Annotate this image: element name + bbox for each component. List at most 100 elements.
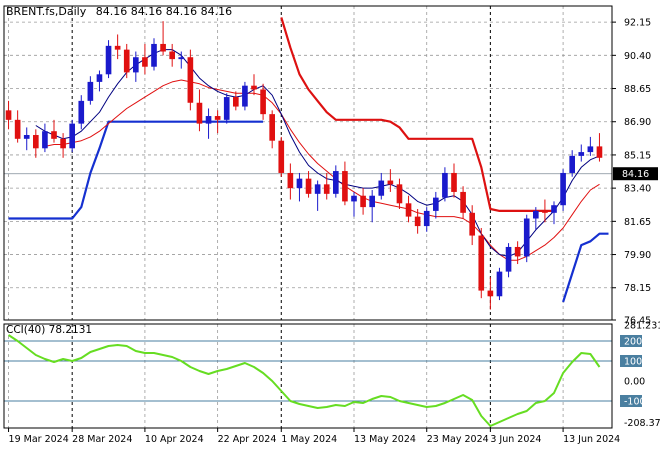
price-tick-label: 76.45 [624,316,651,327]
candle-body [442,172,448,198]
candle-body [160,43,166,52]
candle [160,21,166,56]
candle-body [14,119,21,139]
candle-body [405,203,412,217]
cci-tick-label: 200 [624,337,642,348]
chart-axes: 92.15 90.40 88.65 86.90 85.15 83.40 81.65 79.90… [3,5,660,445]
candle-body [578,152,585,156]
candle-body [360,195,366,208]
candle-body [187,57,194,103]
candle-body [214,116,221,120]
price-panel-series [4,17,612,310]
candle-body [51,131,57,139]
candle-body [433,197,439,211]
current-price-label: 84.16 [622,169,649,180]
candle-body [478,235,485,291]
candle [242,81,248,111]
candle-body [42,131,48,149]
candle-body [242,85,248,107]
cci-level-tag [620,395,642,407]
candle [523,214,530,263]
candle-body [396,184,403,204]
candle [42,123,48,153]
candle [542,199,548,223]
candle [578,144,585,162]
candle [342,161,348,206]
candle [387,169,394,192]
candle [533,207,539,230]
candle [433,191,439,219]
candle [196,89,203,132]
candle-body [114,45,121,50]
candle-body [369,195,375,208]
cci-tick-label: 0.00 [624,377,645,388]
candle [378,172,385,200]
price-tick-label: 85.15 [624,150,651,161]
candle-body [496,271,503,297]
candle-body [78,100,85,124]
candle-body [305,178,312,194]
candle-body [105,45,112,75]
candle [251,74,257,96]
candle [469,205,475,246]
candle [96,70,103,92]
candle-body [505,246,512,272]
candle [305,171,312,198]
candle [560,169,566,211]
candle [260,83,266,120]
candle [23,127,30,151]
candle-body [460,191,466,213]
candle-body [260,89,266,115]
candle [278,136,285,177]
candle-body [233,97,239,107]
candle-body [278,140,285,173]
candle-body [296,178,303,189]
candle-body [205,116,212,124]
candle [460,186,466,219]
candle [187,49,194,111]
cci-level-tag [620,335,642,347]
candle [233,91,239,111]
candle [14,110,21,143]
cci-tick-label: 100 [624,357,642,368]
price-tick-label: 78.15 [624,283,651,294]
candle-body [269,114,275,141]
candle [442,167,448,202]
candle-body [314,184,321,194]
candle-body [469,212,475,236]
candle [314,180,321,211]
price-tick-label: 92.15 [624,18,651,29]
candle [323,172,330,200]
current-price-tag [613,167,658,181]
date-tick-label: 13 Jun 2024 [563,434,620,445]
candle [496,267,503,301]
candle-body [523,218,530,257]
candle [33,129,39,158]
candle-body [223,97,230,120]
candle-body [451,172,457,192]
cci-line [7,334,601,427]
candle-body [487,290,494,297]
date-tick-label: 22 Apr 2024 [218,434,277,445]
cci-indicator-title: CCI(40) 78.2131 [6,324,92,336]
date-tick-label: 28 Mar 2024 [72,434,132,445]
candle [296,172,303,202]
candle [333,165,339,198]
candle [178,51,185,69]
candle [414,209,421,234]
candle [396,178,403,210]
candle [214,110,221,134]
candle-body [96,74,103,82]
date-tick-label: 19 Mar 2024 [9,434,69,445]
candle [223,93,230,124]
candle-body [178,57,185,60]
candle-body [287,172,294,189]
candle [87,76,94,105]
candle-body [23,135,30,139]
candle [505,243,512,278]
date-tick-label: 10 Apr 2024 [145,434,204,445]
candle [69,119,75,153]
trailing-stop-red [280,17,554,212]
candle [269,110,275,149]
price-tick-label: 90.40 [624,51,651,62]
